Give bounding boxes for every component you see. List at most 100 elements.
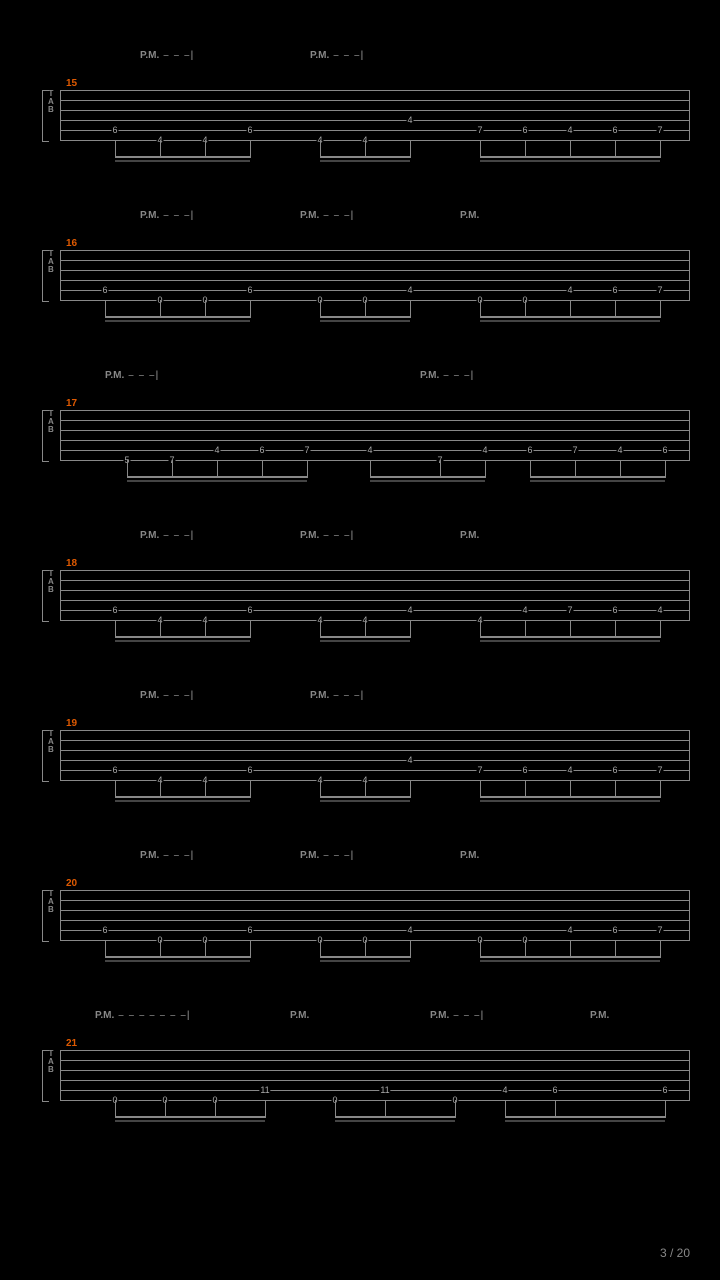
beam-secondary bbox=[320, 160, 410, 162]
palm-mute-marker: P.M.– – – – – – –| bbox=[95, 1010, 191, 1021]
pm-label: P.M. bbox=[590, 1010, 609, 1021]
palm-mute-marker: P.M.– – –| bbox=[140, 690, 194, 701]
tab-page: P.M.– – –|P.M.– – –|15TAB644644476467P.M… bbox=[0, 0, 720, 1125]
palm-mute-marker: P.M.– – –| bbox=[140, 850, 194, 861]
beam-secondary bbox=[370, 480, 485, 482]
pm-label: P.M. bbox=[105, 370, 124, 381]
staff-line bbox=[60, 890, 690, 891]
staff-line bbox=[60, 1100, 690, 1101]
beam-primary bbox=[530, 476, 665, 478]
beam-primary bbox=[320, 796, 410, 798]
note-stem bbox=[660, 620, 661, 638]
palm-mute-marker: P.M.– – –| bbox=[300, 210, 354, 221]
staff-line bbox=[60, 140, 690, 141]
staff-line bbox=[60, 420, 690, 421]
measure: P.M.– – –|P.M.– – –|15TAB644644476467 bbox=[30, 50, 690, 165]
staff-line bbox=[60, 940, 690, 941]
pm-row: P.M.– – –|P.M.– – –|P.M. bbox=[30, 850, 690, 870]
pm-dash: – – –| bbox=[128, 370, 159, 381]
fret-number: 7 bbox=[656, 125, 663, 135]
fret-number: 6 bbox=[246, 125, 253, 135]
beam-primary bbox=[115, 156, 250, 158]
fret-number: 7 bbox=[476, 125, 483, 135]
beam-secondary bbox=[115, 160, 250, 162]
pm-label: P.M. bbox=[140, 50, 159, 61]
fret-number: 4 bbox=[406, 925, 413, 935]
beam-primary bbox=[115, 1116, 265, 1118]
fret-number: 7 bbox=[656, 925, 663, 935]
staff-line bbox=[60, 410, 690, 411]
note-stem bbox=[665, 460, 666, 478]
beam-primary bbox=[115, 796, 250, 798]
bar-number: 21 bbox=[66, 1038, 77, 1049]
pm-label: P.M. bbox=[310, 50, 329, 61]
fret-number: 4 bbox=[213, 445, 220, 455]
staff-line bbox=[60, 620, 690, 621]
measure: P.M.– – –|P.M.– – –|P.M.16TAB60060040046… bbox=[30, 210, 690, 325]
fret-number: 6 bbox=[661, 445, 668, 455]
measure: P.M.– – – – – – –|P.M.P.M.– – –|P.M.21TA… bbox=[30, 1010, 690, 1125]
beam-primary bbox=[320, 156, 410, 158]
palm-mute-marker: P.M. bbox=[590, 1010, 609, 1021]
palm-mute-marker: P.M. bbox=[290, 1010, 309, 1021]
barline bbox=[689, 90, 690, 140]
palm-mute-marker: P.M.– – –| bbox=[140, 210, 194, 221]
beam-secondary bbox=[335, 1120, 455, 1122]
fret-number: 7 bbox=[656, 765, 663, 775]
pm-row: P.M.– – –|P.M.– – –|P.M. bbox=[30, 530, 690, 550]
fret-number: 4 bbox=[566, 765, 573, 775]
staff-line bbox=[60, 910, 690, 911]
barline bbox=[689, 1050, 690, 1100]
tab-clef: TAB bbox=[48, 90, 54, 114]
staff-line bbox=[60, 610, 690, 611]
palm-mute-marker: P.M. – – –| bbox=[105, 370, 159, 381]
staff-line bbox=[60, 760, 690, 761]
palm-mute-marker: P.M.– – –| bbox=[310, 690, 364, 701]
fret-number: 11 bbox=[259, 1085, 270, 1095]
staff: 000110110466 bbox=[60, 1050, 690, 1100]
barline bbox=[60, 410, 61, 460]
note-stem bbox=[250, 300, 251, 318]
fret-number: 4 bbox=[406, 755, 413, 765]
staff-line bbox=[60, 750, 690, 751]
staff: 600600400467 bbox=[60, 890, 690, 940]
palm-mute-marker: P.M. bbox=[460, 850, 479, 861]
barline bbox=[60, 250, 61, 300]
beam-primary bbox=[105, 956, 250, 958]
note-stem bbox=[660, 940, 661, 958]
fret-number: 7 bbox=[476, 765, 483, 775]
fret-number: 7 bbox=[566, 605, 573, 615]
beam-secondary bbox=[115, 640, 250, 642]
pm-dash: – – –| bbox=[163, 850, 194, 861]
beam-primary bbox=[335, 1116, 455, 1118]
pm-dash: – – –| bbox=[323, 530, 354, 541]
tab-clef: TAB bbox=[48, 1050, 54, 1074]
staff-line bbox=[60, 120, 690, 121]
fret-number: 6 bbox=[246, 765, 253, 775]
palm-mute-marker: P.M.– – –| bbox=[420, 370, 474, 381]
beam-group bbox=[60, 785, 690, 805]
note-stem bbox=[410, 780, 411, 798]
pm-label: P.M. bbox=[140, 690, 159, 701]
measure: P.M.– – –|P.M.– – –|P.M.18TAB64464444476… bbox=[30, 530, 690, 645]
note-stem bbox=[660, 140, 661, 158]
staff-line bbox=[60, 580, 690, 581]
beam-primary bbox=[320, 636, 410, 638]
staff-line bbox=[60, 440, 690, 441]
staff-line bbox=[60, 780, 690, 781]
staff-line bbox=[60, 1070, 690, 1071]
beam-secondary bbox=[320, 960, 410, 962]
fret-number: 6 bbox=[611, 125, 618, 135]
pm-label: P.M. bbox=[300, 530, 319, 541]
tab-clef: TAB bbox=[48, 410, 54, 434]
pm-label: P.M. bbox=[310, 690, 329, 701]
pm-row: P.M.– – –|P.M.– – –| bbox=[30, 50, 690, 70]
fret-number: 6 bbox=[611, 765, 618, 775]
beam-group bbox=[60, 1105, 690, 1125]
pm-dash: – – –| bbox=[163, 210, 194, 221]
pm-dash: – – –| bbox=[163, 50, 194, 61]
pm-label: P.M. bbox=[300, 850, 319, 861]
beam-group bbox=[60, 625, 690, 645]
note-stem bbox=[250, 140, 251, 158]
fret-number: 4 bbox=[566, 125, 573, 135]
